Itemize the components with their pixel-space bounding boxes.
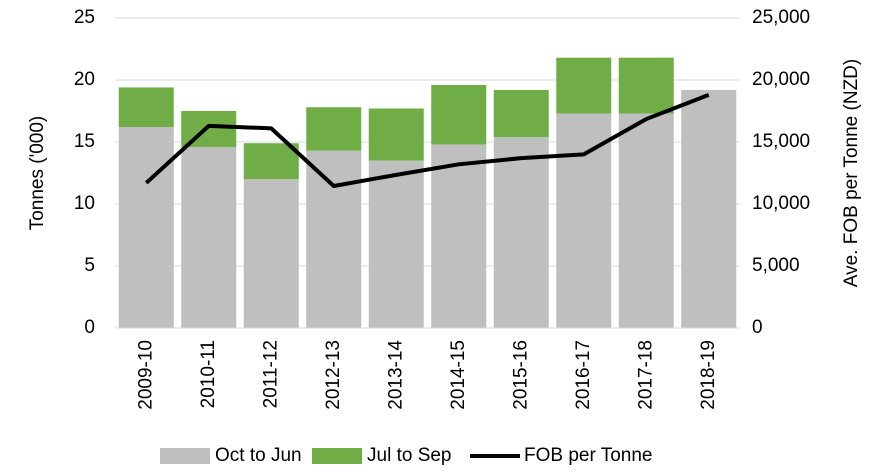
x-tick-label: 2016-17 — [573, 340, 594, 410]
y2-tick-label: 25,000 — [752, 7, 810, 28]
y-tick-label: 5 — [84, 255, 95, 276]
line — [144, 93, 710, 189]
bar — [618, 57, 674, 114]
legend-label: Oct to Jun — [215, 445, 302, 466]
y2-axis-title: Ave. FOB per Tonne (NZD) — [841, 59, 862, 287]
x-tick-label: 2012-13 — [323, 340, 344, 410]
y-tick-label: 25 — [74, 7, 95, 28]
bar — [118, 87, 174, 128]
x-tick-label: 2009-10 — [135, 340, 156, 410]
x-tick-label: 2018-19 — [698, 340, 719, 410]
bar — [618, 113, 674, 328]
y-axis-title: Tonnes ('000) — [27, 116, 48, 231]
x-tick-label: 2014-15 — [448, 340, 469, 410]
legend-label: Jul to Sep — [367, 445, 452, 466]
x-tick-label: 2013-14 — [385, 340, 406, 410]
bar — [243, 179, 299, 328]
legend-label: FOB per Tonne — [524, 445, 653, 466]
bar — [243, 143, 299, 180]
bar — [431, 144, 487, 328]
y-tick-label: 20 — [74, 69, 95, 90]
y-tick-label: 0 — [84, 317, 95, 338]
bar — [431, 84, 487, 145]
y-tick-label: 10 — [74, 193, 95, 214]
x-tick-label: 2010-11 — [198, 340, 219, 408]
bar — [556, 113, 612, 328]
bar — [306, 150, 362, 328]
y2-tick-label: 10,000 — [752, 193, 810, 214]
bar — [556, 57, 612, 114]
bar — [181, 146, 237, 328]
y-tick-label: 15 — [74, 131, 95, 152]
bar — [493, 137, 549, 328]
legend-swatch — [312, 448, 362, 464]
bar — [681, 89, 737, 328]
legend-swatch — [160, 448, 210, 464]
x-tick-label: 2011-12 — [260, 340, 281, 408]
x-tick-label: 2015-16 — [510, 340, 531, 410]
bar — [306, 107, 362, 151]
y2-tick-label: 20,000 — [752, 69, 810, 90]
bar — [368, 108, 424, 161]
bar — [493, 89, 549, 138]
y2-tick-label: 15,000 — [752, 131, 810, 152]
bar — [368, 160, 424, 328]
y2-tick-label: 0 — [752, 317, 763, 338]
x-tick-label: 2017-18 — [635, 340, 656, 410]
bar — [118, 127, 174, 329]
y2-tick-label: 5,000 — [752, 255, 800, 276]
